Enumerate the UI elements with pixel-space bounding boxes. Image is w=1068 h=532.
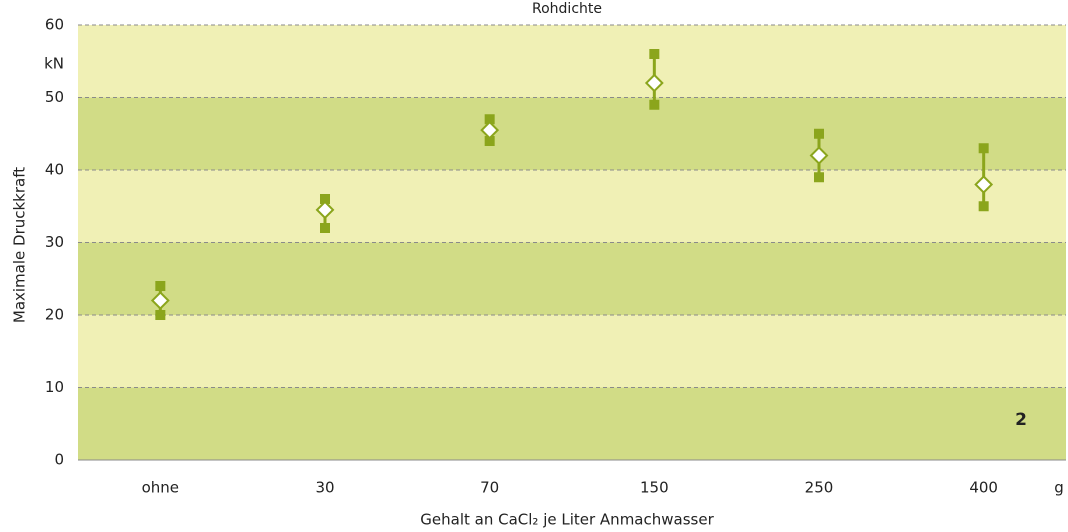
mean-marker xyxy=(974,175,994,194)
x-tick-label: 400 xyxy=(969,479,998,497)
max-marker xyxy=(978,143,989,154)
y-tick-label: 30 xyxy=(45,233,64,251)
y-tick-label: 40 xyxy=(45,161,64,179)
y-tick-label: 50 xyxy=(45,88,64,106)
y-tick-label: 60 xyxy=(45,16,64,34)
x-tick-label: ohne xyxy=(142,479,179,497)
background-band xyxy=(78,97,1066,170)
background-band xyxy=(78,25,1066,98)
mean-marker xyxy=(315,200,335,220)
y-axis-label: Maximale Druckkraft xyxy=(11,167,29,323)
max-marker xyxy=(320,194,330,204)
min-marker xyxy=(814,172,824,183)
y-tick-label: 0 xyxy=(54,451,64,469)
background-band xyxy=(78,242,1066,315)
min-marker xyxy=(155,310,166,320)
x-tick-label: 30 xyxy=(315,479,334,497)
x-tick-label: 70 xyxy=(480,479,499,497)
mean-marker xyxy=(480,120,500,140)
background-band xyxy=(78,315,1066,388)
min-marker xyxy=(978,201,989,212)
min-marker xyxy=(484,136,495,146)
annotation: 2 xyxy=(1015,410,1027,430)
max-marker xyxy=(155,281,166,291)
y-unit: kN xyxy=(44,55,64,73)
background-band xyxy=(78,170,1066,243)
x-axis-label: Gehalt an CaCl₂ je Liter Anmachwasser xyxy=(420,511,714,529)
max-marker xyxy=(484,114,495,125)
max-marker xyxy=(649,49,660,59)
y-tick-label: 20 xyxy=(45,306,64,324)
mean-marker xyxy=(150,291,170,310)
mean-marker xyxy=(809,146,829,165)
mean-marker xyxy=(644,73,664,93)
x-tick-label: 250 xyxy=(805,479,834,497)
min-marker xyxy=(649,99,660,110)
y-tick-label: 10 xyxy=(45,378,64,396)
chart-title: Rohdichte xyxy=(532,1,602,17)
min-marker xyxy=(320,223,330,233)
x-unit: g xyxy=(1054,479,1064,497)
background-band xyxy=(78,387,1066,460)
max-marker xyxy=(814,128,824,139)
x-tick-label: 150 xyxy=(640,479,669,497)
